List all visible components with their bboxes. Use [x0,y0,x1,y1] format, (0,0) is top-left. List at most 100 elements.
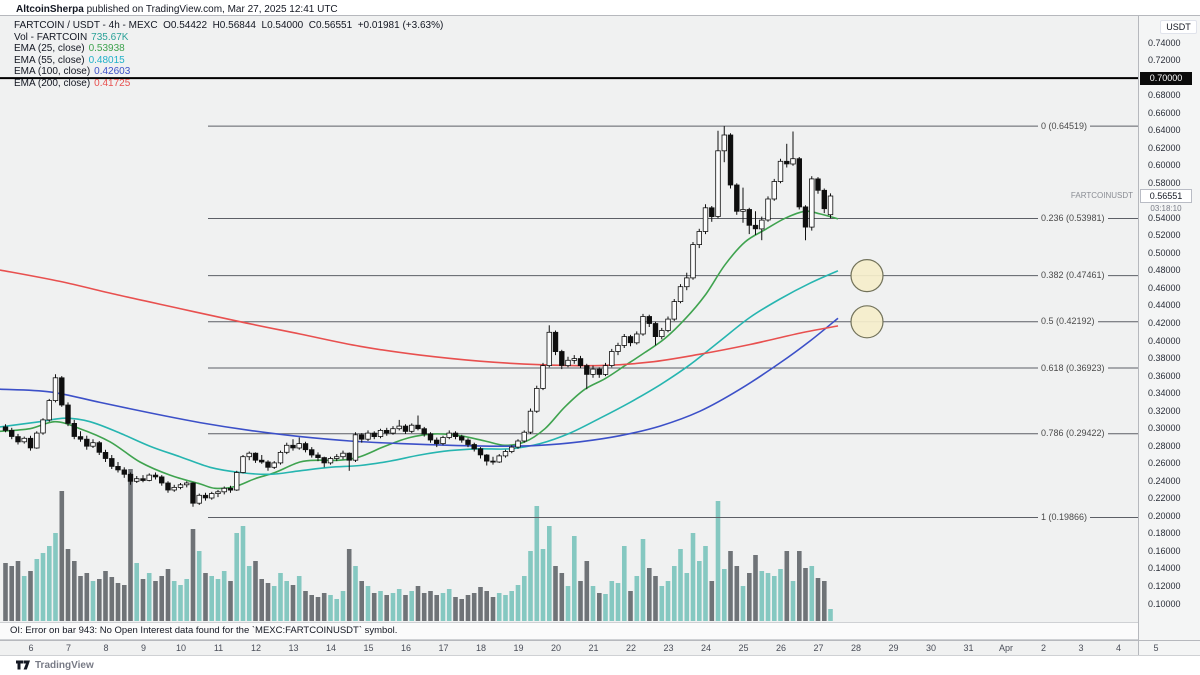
price-chart-canvas[interactable] [0,15,1200,657]
ema-line-ema-200[interactable] [0,269,839,367]
attribution: AltcoinSherpa published on TradingView.c… [16,4,338,15]
volume-row[interactable]: Vol - FARTCOIN 735.67K [14,32,443,44]
fib-level-label: 0.5 (0.42192) [1038,316,1098,328]
footer-brand[interactable]: TradingView [16,658,94,672]
candle-body [352,434,359,461]
candle-body [140,478,146,481]
candle-body [465,439,471,445]
volume-bar [628,591,633,621]
candle-body [415,424,421,430]
volume-bar [565,586,571,621]
price-tick-label: 0.12000 [1148,580,1181,591]
date-tick-label: 17 [438,643,449,653]
chart-background [0,15,1138,656]
volume-bar [446,589,452,621]
volume-bar [165,569,171,621]
author-link[interactable]: AltcoinSherpa [16,4,84,15]
volume-bar [390,593,396,621]
candle-body [777,160,784,182]
volume-bar [328,595,333,621]
candle-body [15,436,21,443]
price-tick-label: 0.62000 [1148,142,1181,153]
date-tick-label: 29 [888,643,899,653]
price-tick-label: 0.36000 [1148,370,1181,381]
candle-body [502,451,509,457]
volume-bar [640,539,646,621]
volume-bar [290,585,296,621]
date-tick-label: 22 [625,643,637,653]
highlight-circle[interactable] [850,259,884,293]
volume-bar [665,581,671,621]
ema-legend-row[interactable]: EMA (200, close) 0.41725 [14,78,443,90]
price-tick-label: 0.40000 [1148,335,1181,346]
ema-line-ema-25[interactable] [0,210,839,490]
volume-bar [97,579,102,621]
volume-bar [21,576,27,621]
candle-body [202,494,209,499]
date-tick-label: 13 [288,643,299,653]
candle-body [483,454,490,462]
date-tick-label: 4 [1115,643,1122,653]
candle-body [634,333,640,344]
volume-bar [722,569,727,621]
volume-bar [15,561,21,621]
volume-bar [371,593,377,621]
volume-bar [490,597,496,621]
highlight-circle[interactable] [850,305,884,339]
price-line-axis-label[interactable]: 0.70000 [1140,71,1192,85]
volume-bar [253,561,258,621]
ema-legend-row[interactable]: EMA (55, close) 0.48015 [14,55,443,67]
fib-level-label: 0.618 (0.36923) [1038,362,1108,374]
candle-body [402,425,409,432]
last-price-axis-label[interactable]: 0.56551 [1140,188,1192,203]
volume-bar [534,506,540,621]
candle-body [408,424,415,432]
candle-body [90,442,96,447]
volume-bar [265,583,271,621]
date-tick-label: 11 [213,643,224,653]
volume-bar [440,593,446,621]
fib-retracement-lines[interactable] [208,125,1138,518]
candle-body [21,437,27,443]
volume-bar [728,551,733,621]
candle-body [96,442,102,453]
candle-body [521,431,527,442]
candle-body [602,365,609,375]
volume-bar [78,576,83,621]
volume-bar [303,591,308,621]
volume-bar [715,501,721,621]
ema-legend-row[interactable]: EMA (100, close) 0.42603 [14,66,443,78]
volume-bar [384,595,389,621]
volume-bar [122,585,127,621]
bar-countdown: 03:18:10 [1150,203,1182,213]
price-tick-label: 0.32000 [1148,405,1181,416]
fib-level-label: 0.382 (0.47461) [1038,270,1108,282]
volume-bar [515,585,521,621]
candle-body [233,472,240,491]
ema-legend-row[interactable]: EMA (25, close) 0.53938 [14,43,443,55]
price-tick-label: 0.44000 [1148,300,1181,311]
candle-body [390,428,396,434]
volume-bar [678,549,683,621]
candle-body [577,358,584,367]
symbol-ohlc-row[interactable]: FARTCOIN / USDT - 4h - MEXC O0.54422 H0.… [14,20,444,31]
candle-body [796,158,802,208]
volume-bar [159,576,164,621]
volume-bar [684,573,690,621]
volume-bar [134,563,139,621]
candle-body [346,452,352,461]
currency-toggle-chip[interactable]: USDT [1160,20,1197,34]
candle-body [690,244,696,279]
candle-body [452,432,459,438]
ema-line-ema-55[interactable] [0,270,839,476]
price-tick-label: 0.10000 [1148,598,1181,609]
candle-body [590,368,596,375]
candle-body [383,429,390,434]
volume-bar [178,585,183,621]
candle-body [552,331,559,352]
volume-bar [115,583,121,621]
candle-body [671,301,677,320]
volume-bar [228,581,233,621]
time-axis[interactable]: 6 7 8 9 10 11 12 13 14 15 16 17 18 19 20 21 22 23 24 25 26 27… [0,641,1200,656]
candle-body [340,452,346,458]
